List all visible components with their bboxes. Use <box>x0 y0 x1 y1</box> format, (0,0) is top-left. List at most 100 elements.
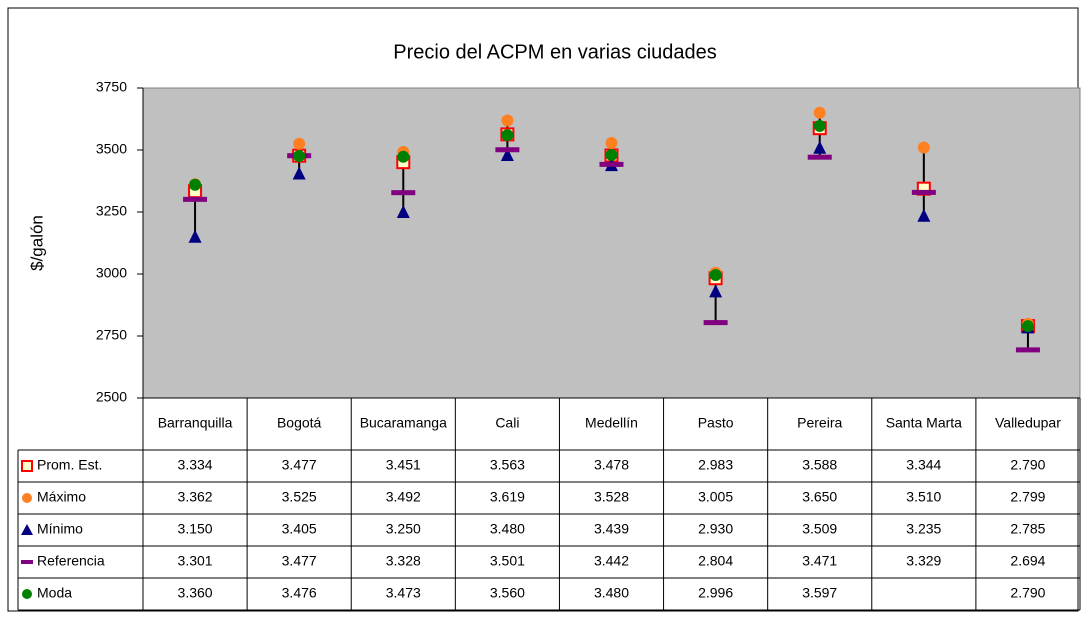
table-value: 3.250 <box>386 521 421 537</box>
table-value: 2.785 <box>1010 521 1045 537</box>
category-label: Santa Marta <box>886 415 962 431</box>
table-value: 3.471 <box>802 553 837 569</box>
table-value: 3.405 <box>282 521 317 537</box>
marker-circle <box>1021 320 1034 333</box>
marker-circle <box>501 114 514 127</box>
table-value: 3.150 <box>178 521 213 537</box>
marker-circle <box>605 148 618 161</box>
marker-triangle <box>500 147 514 161</box>
marker-triangle <box>188 229 202 243</box>
y-tick-label: 3750 <box>96 79 127 95</box>
category-label: Cali <box>495 415 519 431</box>
table-value: 3.480 <box>594 585 629 601</box>
plot-area <box>142 87 1081 399</box>
legend-label: Moda <box>37 585 72 601</box>
chart-title: Precio del ACPM en varias ciudades <box>393 41 717 63</box>
marker-triangle <box>709 284 723 298</box>
marker-circle <box>397 150 410 163</box>
table-value: 3.477 <box>282 553 317 569</box>
category-label: Pasto <box>698 415 734 431</box>
table-value: 3.476 <box>282 585 317 601</box>
marker-dash <box>391 190 416 196</box>
marker-circle <box>813 119 826 132</box>
legend-label: Prom. Est. <box>37 457 102 473</box>
legend-key <box>22 589 32 599</box>
table-value: 2.996 <box>698 585 733 601</box>
marker-dash <box>703 320 728 326</box>
category-label: Bogotá <box>277 415 322 431</box>
table-value: 2.799 <box>1010 489 1045 505</box>
y-tick-label: 2500 <box>96 389 127 405</box>
table-value: 3.510 <box>906 489 941 505</box>
category-label: Barranquilla <box>158 415 233 431</box>
table-value: 3.360 <box>178 585 213 601</box>
marker-circle <box>189 178 202 191</box>
marker-circle <box>293 137 306 150</box>
y-tick-label: 2750 <box>96 327 127 343</box>
table-value: 3.477 <box>282 457 317 473</box>
marker-dash <box>599 161 624 167</box>
legend-label: Referencia <box>37 553 105 569</box>
marker-triangle <box>396 205 410 218</box>
table-value: 3.478 <box>594 457 629 473</box>
table-value: 3.501 <box>490 553 525 569</box>
table-value: 3.005 <box>698 489 733 505</box>
legend-key <box>22 493 32 503</box>
category-label: Pereira <box>797 415 842 431</box>
marker-dash <box>911 189 936 195</box>
table-value: 3.344 <box>906 457 941 473</box>
table-value: 3.329 <box>906 553 941 569</box>
table-value: 2.790 <box>1010 457 1045 473</box>
table-value: 3.480 <box>490 521 525 537</box>
table-value: 2.804 <box>698 553 733 569</box>
table-value: 3.563 <box>490 457 525 473</box>
marker-triangle <box>917 208 931 222</box>
table-value: 3.439 <box>594 521 629 537</box>
marker-circle <box>917 141 930 154</box>
table-value: 3.619 <box>490 489 525 505</box>
legend-key <box>21 560 33 564</box>
table-value: 3.650 <box>802 489 837 505</box>
marker-dash <box>183 196 208 202</box>
category-label: Medellín <box>585 415 638 431</box>
table-value: 3.235 <box>906 521 941 537</box>
table-value: 3.301 <box>178 553 213 569</box>
table-value: 2.930 <box>698 521 733 537</box>
marker-dash <box>1015 347 1040 353</box>
marker-circle <box>501 129 514 142</box>
table-value: 3.442 <box>594 553 629 569</box>
legend-label: Máximo <box>37 489 86 505</box>
table-value: 3.451 <box>386 457 421 473</box>
marker-triangle <box>813 140 827 154</box>
marker-dash <box>495 147 520 153</box>
legend-key <box>21 524 33 535</box>
table-value: 3.528 <box>594 489 629 505</box>
y-tick-label: 3250 <box>96 203 127 219</box>
table-value: 3.328 <box>386 553 421 569</box>
category-label: Bucaramanga <box>360 415 447 431</box>
table-value: 3.334 <box>178 457 213 473</box>
table-value: 2.790 <box>1010 585 1045 601</box>
table-value: 2.983 <box>698 457 733 473</box>
marker-dash <box>807 154 832 160</box>
legend-label: Mínimo <box>37 521 83 537</box>
table-value: 3.588 <box>802 457 837 473</box>
table-value: 3.597 <box>802 585 837 601</box>
table-value: 3.560 <box>490 585 525 601</box>
y-tick-label: 3500 <box>96 141 127 157</box>
category-label: Valledupar <box>995 415 1061 431</box>
marker-circle <box>709 268 722 281</box>
marker-triangle <box>292 166 306 180</box>
y-tick-label: 3000 <box>96 265 127 281</box>
marker-circle <box>293 149 306 162</box>
table-value: 3.509 <box>802 521 837 537</box>
legend-key <box>21 460 33 472</box>
marker-circle <box>813 106 826 119</box>
table-value: 3.362 <box>178 489 213 505</box>
table-value: 3.473 <box>386 585 421 601</box>
table-value: 3.492 <box>386 489 421 505</box>
y-axis-label: $/galón <box>27 215 46 271</box>
marker-circle <box>605 137 618 150</box>
table-value: 2.694 <box>1010 553 1045 569</box>
